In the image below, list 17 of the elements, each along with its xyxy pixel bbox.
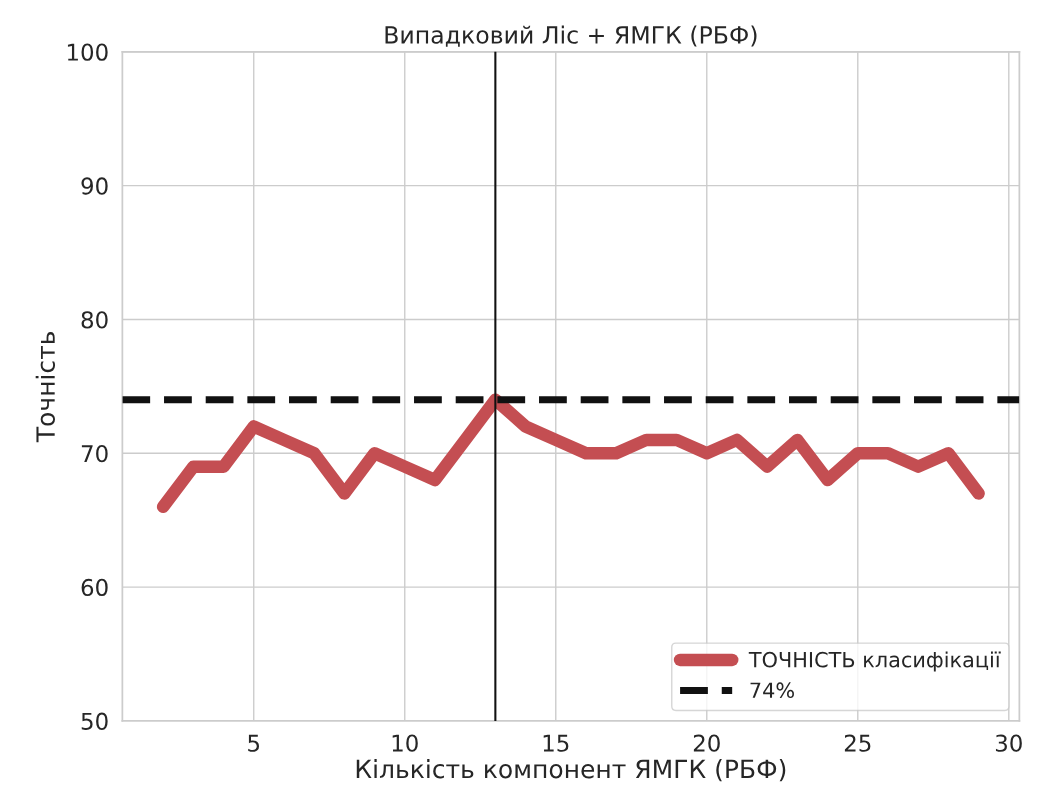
y-axis-title: Точність <box>35 332 56 443</box>
y-tick-label: 60 <box>81 578 108 597</box>
legend-label: ТОЧНІСТЬ класифікації <box>748 651 1001 672</box>
chart-title: Випадковий Ліс + ЯМГК (РБФ) <box>385 25 757 47</box>
x-tick-label: 25 <box>844 734 871 752</box>
x-tick-label: 15 <box>543 734 569 752</box>
x-tick-label: 5 <box>248 734 260 752</box>
y-tick-label: 90 <box>81 177 108 195</box>
y-tick-label: 50 <box>81 712 108 730</box>
legend-label: 74% <box>750 682 794 699</box>
x-tick-label: 20 <box>693 734 720 752</box>
y-tick-label: 80 <box>81 311 108 329</box>
x-axis-title: Кількість компонент ЯМГК (РБФ) <box>356 759 786 782</box>
y-tick-label: 100 <box>67 43 108 61</box>
x-tick-label: 30 <box>995 734 1022 752</box>
y-tick-label: 70 <box>81 444 108 463</box>
x-tick-label: 10 <box>392 734 418 752</box>
